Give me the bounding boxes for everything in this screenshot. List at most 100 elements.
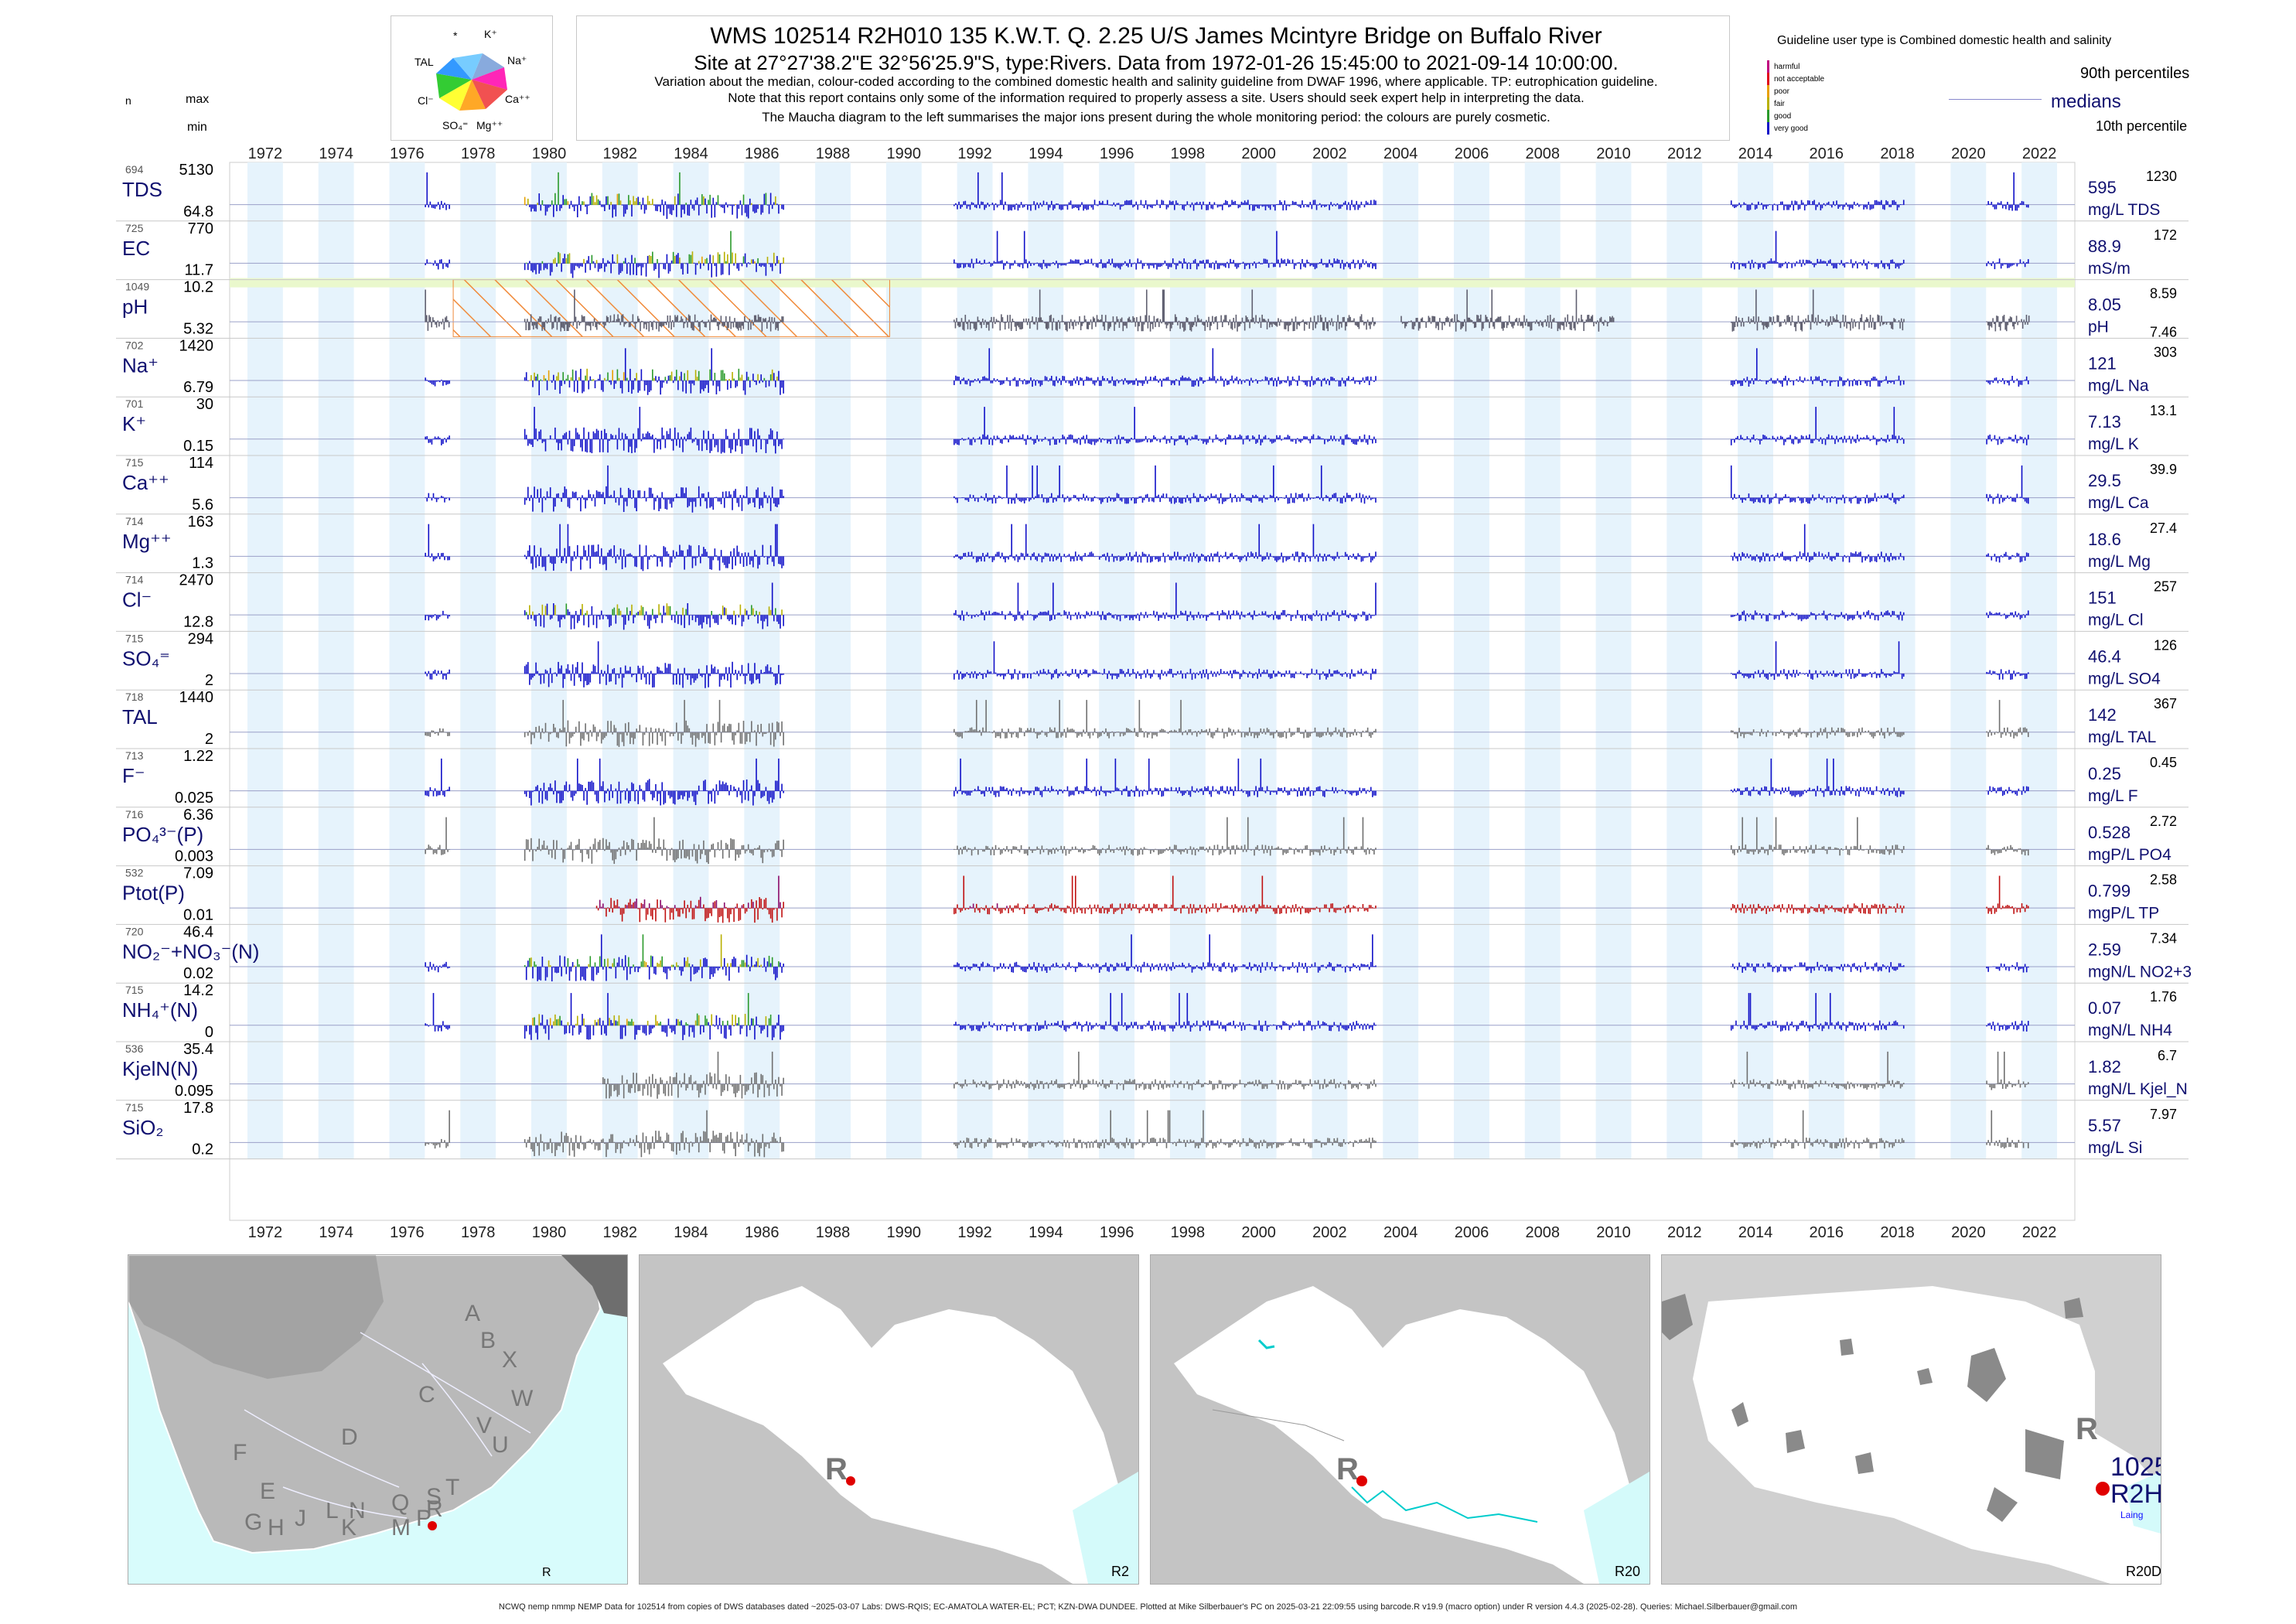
bar <box>1132 263 1134 264</box>
bar <box>1254 556 1255 558</box>
bar <box>1219 615 1220 620</box>
bar <box>995 262 997 264</box>
bar <box>1769 316 1771 322</box>
bar <box>746 439 748 445</box>
bar <box>1115 498 1117 501</box>
bar <box>1237 322 1238 331</box>
bar <box>529 322 531 330</box>
bar <box>673 380 674 383</box>
bar <box>1854 439 1855 442</box>
bar <box>576 322 578 329</box>
bar <box>1043 556 1045 558</box>
bar <box>740 377 742 380</box>
bar <box>1210 322 1212 326</box>
bar <box>1207 496 1209 498</box>
bar <box>1057 612 1059 615</box>
bar <box>1124 201 1126 205</box>
bar <box>1189 322 1191 330</box>
bar <box>1516 318 1518 322</box>
bar <box>1237 377 1238 380</box>
bar <box>955 498 957 500</box>
bar <box>1765 205 1767 210</box>
bar <box>1772 205 1774 211</box>
bar <box>760 317 762 322</box>
bar <box>974 322 976 331</box>
bar <box>1793 205 1794 211</box>
bar <box>1216 316 1217 322</box>
bar <box>531 263 532 271</box>
bar <box>1126 322 1128 328</box>
bar <box>957 439 958 445</box>
bar <box>776 432 778 439</box>
bar <box>1056 439 1057 445</box>
bar <box>977 615 979 616</box>
bar <box>1318 316 1319 322</box>
bar <box>1115 556 1117 558</box>
bar <box>987 614 988 615</box>
bar <box>1325 317 1326 322</box>
bar <box>598 379 599 381</box>
bar <box>676 205 677 217</box>
bar <box>1137 556 1138 562</box>
bar <box>2018 321 2020 322</box>
bar <box>1129 552 1131 557</box>
bar <box>1288 322 1289 331</box>
bar <box>1295 380 1297 382</box>
bar <box>441 615 442 616</box>
bar <box>1161 200 1162 205</box>
bar <box>728 263 730 275</box>
bar <box>1230 435 1231 439</box>
bar <box>1201 377 1203 380</box>
bar <box>1018 205 1019 211</box>
bar <box>1046 553 1048 556</box>
bar <box>1820 205 1822 210</box>
bar <box>1815 205 1817 210</box>
bar <box>1336 261 1337 263</box>
bar <box>1302 319 1304 322</box>
bar <box>1324 205 1325 207</box>
bar <box>1182 322 1184 327</box>
bar <box>1588 315 1590 322</box>
bar <box>655 555 657 557</box>
bar <box>1776 380 1777 384</box>
bar <box>2001 555 2002 557</box>
bar <box>620 488 622 498</box>
bar <box>1142 552 1144 557</box>
bar <box>970 494 971 498</box>
bar <box>1346 378 1348 380</box>
bar <box>1199 320 1201 322</box>
bar <box>1321 318 1322 322</box>
bar <box>769 556 770 558</box>
bar <box>718 195 719 205</box>
bar <box>982 263 984 264</box>
bar <box>1735 316 1737 322</box>
bar <box>1903 495 1905 498</box>
bar <box>774 318 776 322</box>
bar <box>758 315 759 322</box>
bar <box>1893 318 1895 322</box>
bar <box>1884 380 1885 381</box>
bar <box>1738 318 1740 322</box>
bar <box>766 263 767 275</box>
bar <box>1373 200 1375 205</box>
bar <box>697 377 698 380</box>
bar <box>1019 436 1021 440</box>
bar <box>1339 439 1340 442</box>
bar <box>1552 319 1554 322</box>
bar <box>1306 498 1308 501</box>
bar <box>592 193 593 206</box>
bar <box>1081 322 1083 326</box>
p90-value: 303 <box>2154 344 2177 360</box>
bar <box>1598 322 1600 332</box>
bar <box>1063 321 1064 322</box>
bar <box>1165 498 1166 499</box>
bar <box>752 556 754 567</box>
bar <box>589 439 591 452</box>
bar <box>593 196 595 205</box>
bar <box>1193 438 1195 439</box>
bar <box>2012 322 2014 326</box>
bar <box>1043 612 1045 616</box>
bar <box>444 380 445 382</box>
bar <box>1190 439 1192 441</box>
bar <box>1308 380 1309 381</box>
